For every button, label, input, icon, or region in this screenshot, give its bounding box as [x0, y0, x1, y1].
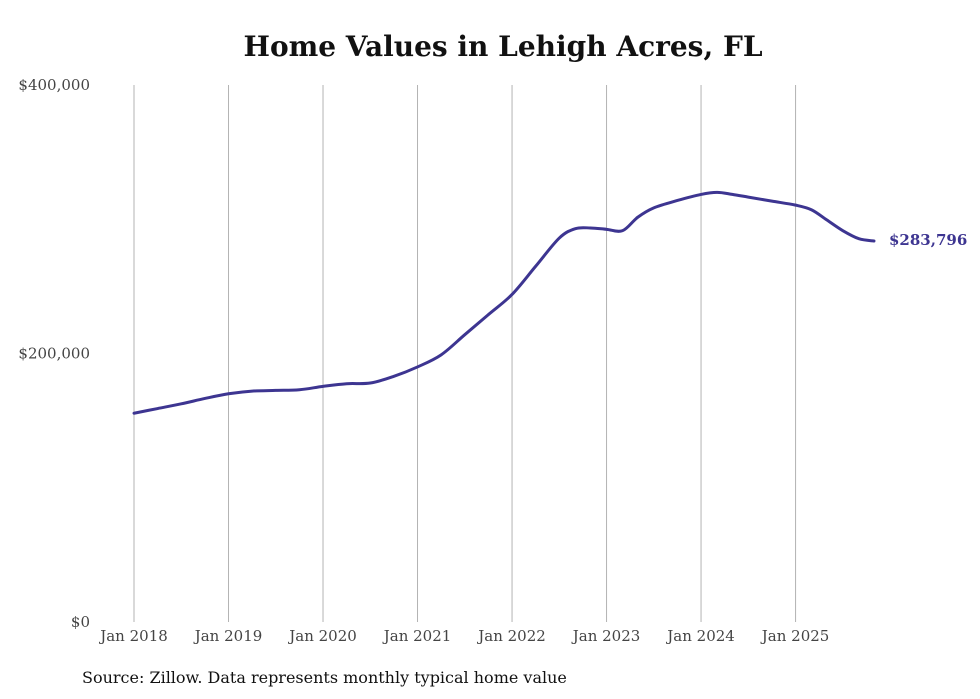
source-note: Source: Zillow. Data represents monthly …	[82, 668, 567, 687]
y-tick-label: $200,000	[18, 345, 90, 363]
line-chart: $0$200,000$400,000 Jan 2018 Jan 2019 Jan 2…	[18, 76, 967, 645]
y-axis-ticks: $0 $200,000 $400,000	[18, 76, 90, 631]
end-label-layer: $283,796	[889, 231, 967, 249]
x-tick-label: Jan 2022	[476, 627, 546, 645]
x-tick-label: Jan 2018	[98, 627, 168, 645]
x-tick-label: Jan 2019	[193, 627, 263, 645]
series-line	[132, 190, 876, 415]
x-tick-label: Jan 2024	[665, 627, 735, 645]
y-tick-label: $0	[71, 613, 90, 631]
chart-title: Home Values in Lehigh Acres, FL	[243, 30, 763, 63]
y-tick-label: $400,000	[18, 76, 90, 94]
end-value-label: $283,796	[889, 231, 967, 249]
x-tick-label: Jan 2020	[287, 627, 357, 645]
grid-lines	[133, 85, 797, 622]
x-tick-label: Jan 2025	[760, 627, 830, 645]
x-tick-label: Jan 2023	[571, 627, 641, 645]
x-axis-ticks: Jan 2018 Jan 2019 Jan 2020 Jan 2021 Jan 2022…	[98, 627, 829, 645]
series-layer	[132, 190, 876, 415]
x-tick-label: Jan 2021	[382, 627, 452, 645]
